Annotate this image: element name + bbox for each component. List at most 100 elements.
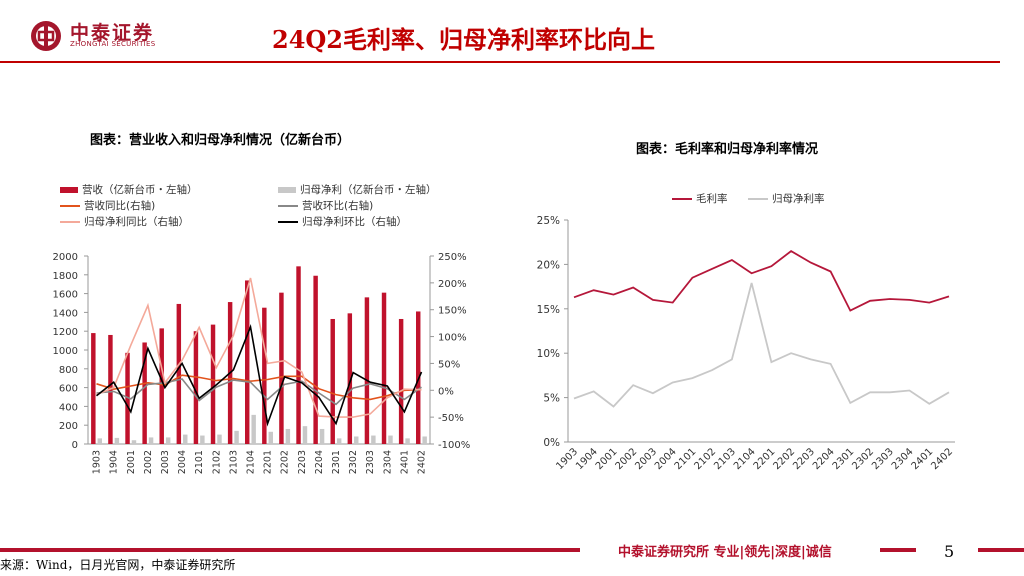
title-divider: [0, 61, 1000, 63]
net-profit-bar: [268, 431, 273, 444]
net-profit-bar: [371, 435, 376, 444]
net-profit-bar: [405, 438, 410, 444]
right-tick-label: -50%: [438, 413, 464, 424]
y-tick-label: 0%: [543, 437, 560, 449]
x-tick-label: 1904: [574, 446, 600, 472]
legend-label: 归母净利（亿新台币・左轴）: [300, 184, 437, 196]
x-tick-label: 2204: [314, 450, 325, 474]
left-tick-label: 200: [59, 421, 78, 432]
x-tick-label: 2402: [416, 450, 427, 474]
net-profit-bar: [302, 426, 308, 444]
chart2-legend-net-margin: 归母净利率: [748, 191, 825, 206]
legend-swatch: [60, 186, 78, 193]
net-profit-yoy-line: [96, 277, 422, 418]
legend-label: 营收环比(右轴): [302, 200, 374, 212]
revenue-bar: [262, 307, 267, 444]
left-tick-label: 400: [59, 402, 78, 413]
y-tick-label: 10%: [537, 348, 560, 360]
legend-swatch: [278, 204, 298, 207]
left-tick-label: 1200: [53, 327, 78, 338]
net-profit-qoq-line: [96, 323, 423, 427]
x-tick-label: 2103: [228, 450, 239, 474]
legend-swatch: [278, 186, 296, 193]
x-tick-label: 2004: [653, 446, 679, 472]
net-profit-bar: [336, 438, 342, 444]
chart1-title: 图表：营业收入和归母净利情况（亿新台币）: [90, 133, 351, 148]
revenue-bar: [159, 328, 164, 444]
x-tick-label: 2104: [245, 450, 256, 474]
x-tick-label: 2301: [831, 446, 857, 472]
y-tick-label: 25%: [537, 215, 560, 227]
legend-label: 归母净利同比（右轴）: [84, 216, 189, 228]
net-profit-bar: [251, 414, 256, 444]
revenue-bar: [245, 280, 250, 444]
x-tick-label: 2202: [771, 446, 797, 472]
chart1-legend-revenue-yoy: 营收同比(右轴): [60, 198, 155, 213]
right-tick-label: 0%: [438, 386, 454, 397]
footer-slogan: 中泰证券研究所 专业|领先|深度|诚信: [618, 545, 832, 560]
gross-margin-line: [573, 250, 950, 312]
x-tick-label: 2003: [633, 446, 659, 472]
net-profit-bar: [97, 438, 102, 444]
left-tick-label: 1600: [53, 290, 78, 301]
net-profit-bar: [319, 428, 325, 444]
x-tick-label: 2304: [382, 450, 393, 474]
chart2-legend-gross-margin: 毛利率: [672, 191, 728, 206]
x-tick-label: 2102: [693, 446, 719, 472]
x-tick-label: 2201: [263, 450, 274, 474]
x-tick-label: 2401: [399, 450, 410, 474]
net-profit-bar: [354, 436, 359, 444]
chart2-title: 图表：毛利率和归母净利率情况: [636, 142, 819, 157]
revenue-bar: [279, 292, 284, 444]
chart1-legend-profit-yoy: 归母净利同比（右轴）: [60, 214, 189, 229]
x-tick-label: 2002: [143, 450, 154, 474]
page-title: 24Q2毛利率、归母净利率环比向上: [272, 25, 656, 54]
net-profit-bar: [131, 440, 137, 444]
chart1-legend-revenue: 营收（亿新台币・左轴）: [60, 182, 198, 197]
right-tick-label: 250%: [438, 252, 467, 263]
chart1-legend-net-profit: 归母净利（亿新台币・左轴）: [278, 182, 437, 197]
logo-text-en: ZHONGTAI SECURITIES: [70, 40, 156, 48]
net-profit-bar: [422, 436, 427, 444]
x-tick-label: 2003: [160, 450, 171, 474]
x-tick-label: 2303: [870, 446, 896, 472]
left-tick-label: 1000: [53, 346, 78, 357]
revenue-bar: [398, 318, 404, 444]
legend-swatch: [672, 197, 692, 200]
right-tick-label: -100%: [438, 440, 470, 451]
net-profit-bar: [217, 434, 222, 444]
x-tick-label: 2004: [177, 450, 188, 474]
net-profit-bar: [200, 435, 205, 444]
logo-text-cn: 中泰证券: [70, 22, 155, 44]
legend-swatch: [748, 197, 768, 200]
revenue-bar: [313, 275, 318, 444]
revenue-bar: [330, 318, 335, 444]
x-tick-label: 2201: [752, 446, 778, 472]
net-margin-line: [573, 282, 950, 408]
legend-label: 归母净利环比（右轴）: [302, 216, 407, 228]
revenue-bar: [193, 331, 199, 444]
net-profit-bar: [285, 428, 291, 444]
net-profit-bar: [183, 434, 188, 444]
revenue-bar: [347, 313, 353, 444]
x-tick-label: 1903: [554, 446, 580, 472]
x-tick-label: 2101: [194, 450, 205, 474]
x-tick-label: 2001: [126, 450, 137, 474]
revenue-bar: [142, 342, 147, 444]
right-tick-label: 200%: [438, 279, 467, 290]
x-tick-label: 2203: [791, 446, 817, 472]
left-tick-label: 600: [59, 384, 78, 395]
x-tick-label: 2001: [594, 446, 620, 472]
left-tick-label: 2000: [53, 252, 78, 263]
net-profit-bar: [388, 435, 393, 444]
left-tick-label: 1400: [53, 308, 78, 319]
page-number: 5: [944, 542, 955, 561]
right-tick-label: 100%: [438, 333, 467, 344]
y-tick-label: 5%: [543, 393, 560, 405]
left-tick-label: 800: [59, 365, 78, 376]
revenue-bar: [125, 352, 130, 444]
revenue-bar: [176, 303, 182, 444]
x-tick-label: 1903: [92, 450, 103, 474]
chart1-plot: 2000180016001400120010008006004002000250…: [53, 252, 471, 474]
x-tick-label: 2204: [811, 446, 837, 472]
